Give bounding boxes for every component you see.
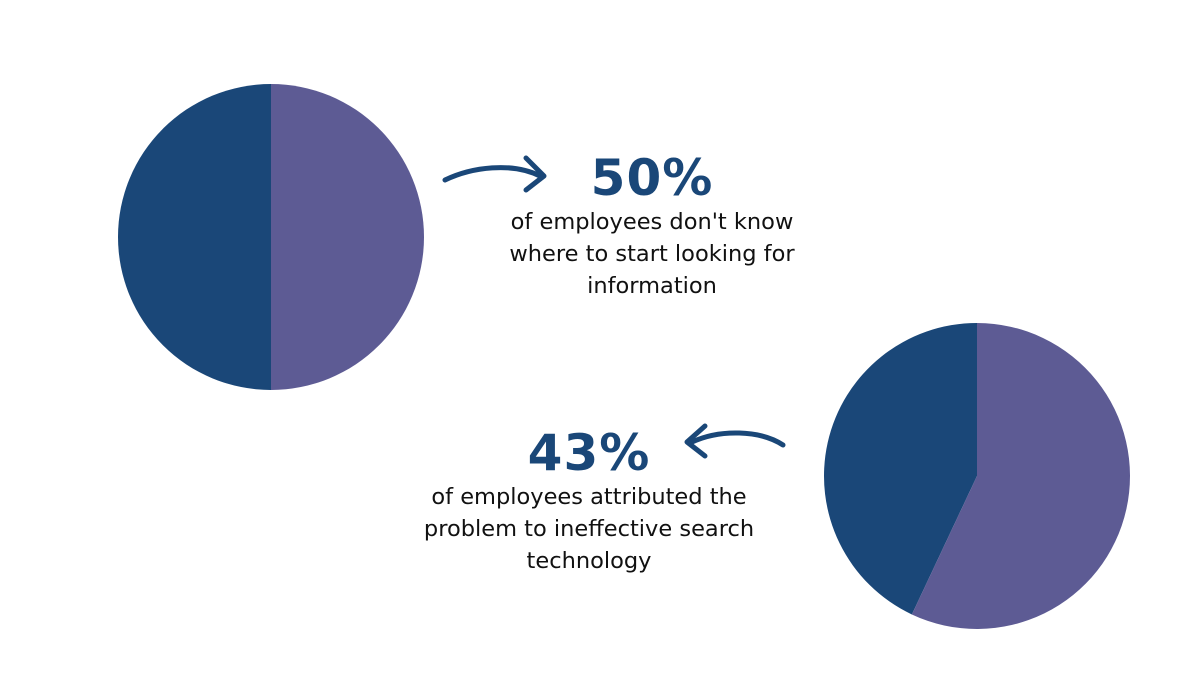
- pie-slice-0: [118, 84, 271, 390]
- stat-description: of employees don't know where to start l…: [509, 209, 795, 299]
- stat-percent: 50%: [590, 149, 714, 207]
- pie-chart-43: [824, 323, 1130, 629]
- arrow-left-icon: [684, 423, 786, 459]
- pie-chart-50: [118, 84, 424, 390]
- arrow-right-icon: [442, 155, 547, 193]
- pie-slice-1: [911, 323, 1130, 629]
- stat-percent: 43%: [527, 424, 651, 482]
- stat-block-50: 50% of employees don't know where to sta…: [484, 150, 820, 302]
- pie-slice-1: [271, 84, 424, 390]
- stat-description: of employees attributed the problem to i…: [423, 484, 755, 574]
- stat-block-43: 43% of employees attributed the problem …: [404, 425, 774, 577]
- pie-slice-0: [824, 323, 977, 615]
